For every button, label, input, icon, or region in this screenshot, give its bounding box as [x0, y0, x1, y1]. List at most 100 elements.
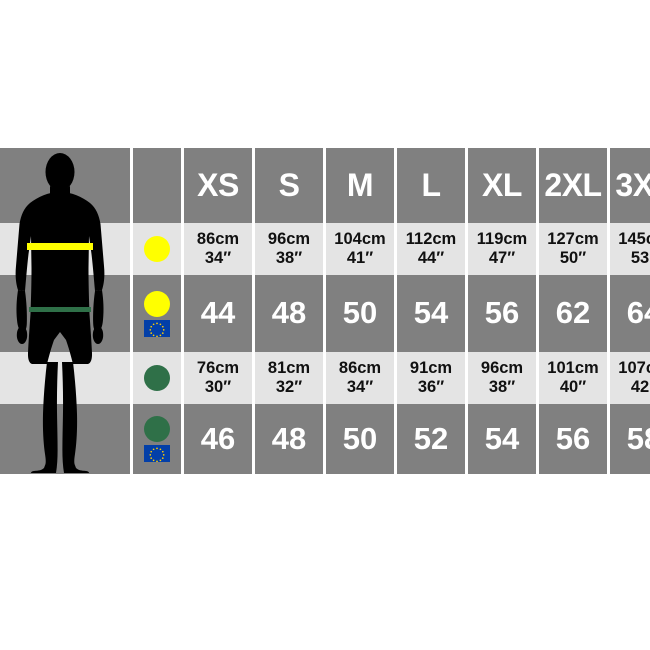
header-cell-m: M [326, 148, 394, 223]
measure-cm: 86cm [196, 230, 240, 249]
measure-inch: 50″ [559, 248, 587, 267]
cell-waist-eu-m: 50 [326, 404, 394, 474]
size-chart: XS S M L XL 2XL 3XL 86cm 34″ 96cm 38″ [0, 148, 650, 474]
measure-cm: 104cm [334, 230, 386, 249]
cell-waist-eu-3xl: 58 [610, 404, 650, 474]
cell-chest-eu-xs: 44 [184, 275, 252, 352]
cell-chest-3xl: 145cm 53″ [610, 223, 650, 275]
cell-waist-l: 91cm 36″ [397, 352, 465, 404]
cell-waist-xs: 76cm 30″ [184, 352, 252, 404]
legend-chest-eu [133, 275, 181, 352]
cell-chest-xs: 86cm 34″ [184, 223, 252, 275]
header-label: M [346, 166, 374, 203]
eu-size-value: 50 [342, 420, 378, 456]
eu-size-value: 56 [555, 420, 591, 456]
measure-inch: 40″ [559, 377, 587, 396]
measure-cm: 127cm [547, 230, 599, 249]
eu-size-value: 58 [626, 420, 650, 456]
measure-inch: 42″ [630, 377, 650, 396]
eu-size-value: 54 [484, 420, 520, 456]
legend-waist-eu [133, 404, 181, 474]
eu-size-value: 62 [555, 295, 591, 331]
cell-chest-s: 96cm 38″ [255, 223, 323, 275]
chest-measure-line [27, 243, 93, 250]
column-separator [252, 148, 255, 474]
eu-size-value: 44 [200, 295, 236, 331]
cell-chest-eu-2xl: 62 [539, 275, 607, 352]
cell-chest-eu-l: 54 [397, 275, 465, 352]
header-cell-l: L [397, 148, 465, 223]
measure-cm: 86cm [338, 359, 382, 378]
column-separator [394, 148, 397, 474]
measure-cm: 81cm [267, 359, 311, 378]
cell-chest-eu-3xl: 64 [610, 275, 650, 352]
eu-size-value: 64 [626, 295, 650, 331]
cell-waist-eu-xl: 54 [468, 404, 536, 474]
cell-chest-eu-m: 50 [326, 275, 394, 352]
measure-cm: 96cm [480, 359, 524, 378]
legend-chest-measurement [133, 223, 181, 275]
cell-chest-l: 112cm 44″ [397, 223, 465, 275]
cell-chest-eu-xl: 56 [468, 275, 536, 352]
header-label: 3XL [615, 166, 650, 203]
header-cell-xs: XS [184, 148, 252, 223]
silhouette-shape [15, 153, 105, 473]
cell-waist-m: 86cm 34″ [326, 352, 394, 404]
eu-size-value: 56 [484, 295, 520, 331]
legend-cell-header [133, 148, 181, 223]
measure-cm: 107cm [618, 359, 650, 378]
measure-inch: 53″ [630, 248, 650, 267]
column-separator [536, 148, 539, 474]
header-cell-2xl: 2XL [539, 148, 607, 223]
header-cell-xl: XL [468, 148, 536, 223]
eu-size-value: 52 [413, 420, 449, 456]
eu-size-value: 50 [342, 295, 378, 331]
column-separator [323, 148, 326, 474]
waist-measure-line [29, 307, 91, 312]
column-separator [465, 148, 468, 474]
cell-waist-eu-xs: 46 [184, 404, 252, 474]
cell-waist-3xl: 107cm 42″ [610, 352, 650, 404]
cell-waist-eu-l: 52 [397, 404, 465, 474]
measure-inch: 38″ [275, 248, 303, 267]
measure-inch: 41″ [346, 248, 374, 267]
green-dot-icon [144, 365, 170, 391]
yellow-dot-icon [144, 236, 170, 262]
header-label: XS [197, 166, 239, 203]
measure-cm: 112cm [405, 230, 457, 249]
measure-inch: 34″ [346, 377, 374, 396]
cell-chest-eu-s: 48 [255, 275, 323, 352]
measure-inch: 32″ [275, 377, 303, 396]
cell-waist-xl: 96cm 38″ [468, 352, 536, 404]
measure-cm: 145cm [618, 230, 650, 249]
cell-chest-m: 104cm 41″ [326, 223, 394, 275]
header-label: L [421, 166, 441, 203]
cell-chest-2xl: 127cm 50″ [539, 223, 607, 275]
cell-waist-s: 81cm 32″ [255, 352, 323, 404]
header-cell-s: S [255, 148, 323, 223]
header-label: S [278, 166, 300, 203]
green-dot-icon [144, 416, 170, 442]
eu-size-value: 48 [271, 295, 307, 331]
measure-cm: 91cm [409, 359, 453, 378]
column-separator [181, 148, 184, 474]
measure-inch: 34″ [204, 248, 232, 267]
measure-cm: 76cm [196, 359, 240, 378]
measure-inch: 38″ [488, 377, 516, 396]
yellow-dot-icon [144, 290, 170, 317]
cell-waist-eu-s: 48 [255, 404, 323, 474]
eu-flag-icon [144, 319, 170, 337]
column-separator [607, 148, 610, 474]
eu-size-value: 48 [271, 420, 307, 456]
measure-inch: 44″ [417, 248, 445, 267]
measure-cm: 101cm [547, 359, 599, 378]
measure-inch: 47″ [488, 248, 516, 267]
measure-inch: 36″ [417, 377, 445, 396]
legend-waist-measurement [133, 352, 181, 404]
column-separator [130, 148, 133, 474]
eu-size-value: 54 [413, 295, 449, 331]
body-silhouette-figure [0, 148, 120, 474]
measure-inch: 30″ [204, 377, 232, 396]
header-cell-3xl: 3XL [610, 148, 650, 223]
